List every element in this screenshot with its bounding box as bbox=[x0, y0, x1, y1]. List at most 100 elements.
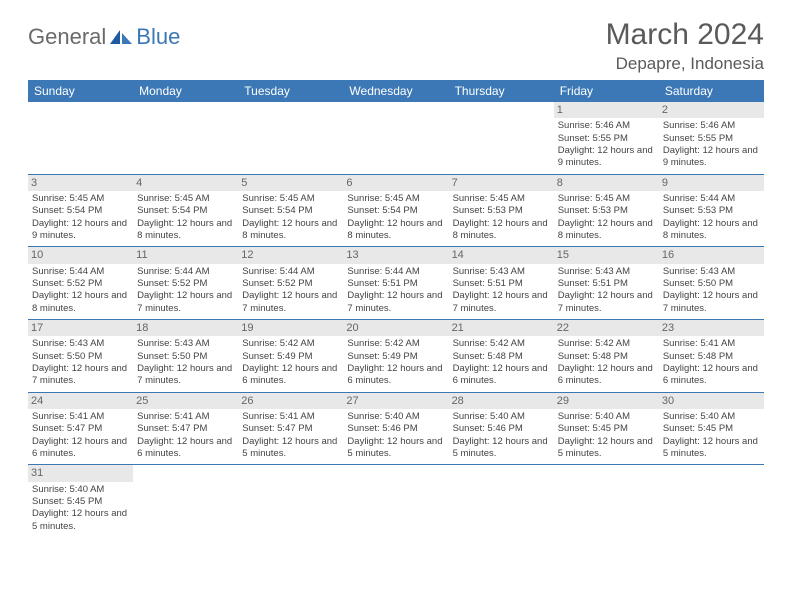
day-number: 2 bbox=[659, 102, 764, 118]
day-details: Sunrise: 5:40 AM Sunset: 5:45 PM Dayligh… bbox=[32, 484, 129, 533]
logo-text-general: General bbox=[28, 24, 106, 50]
day-number: 28 bbox=[449, 393, 554, 409]
day-details: Sunrise: 5:46 AM Sunset: 5:55 PM Dayligh… bbox=[663, 120, 760, 169]
calendar-cell: 9Sunrise: 5:44 AM Sunset: 5:53 PM Daylig… bbox=[659, 174, 764, 247]
day-number: 10 bbox=[28, 247, 133, 263]
calendar-cell: 16Sunrise: 5:43 AM Sunset: 5:50 PM Dayli… bbox=[659, 247, 764, 320]
day-number: 25 bbox=[133, 393, 238, 409]
day-number: 12 bbox=[238, 247, 343, 263]
location: Depapre, Indonesia bbox=[606, 54, 764, 74]
calendar-cell: 29 Sunrise: 5:40 AM Sunset: 5:45 PM Dayli… bbox=[554, 392, 659, 465]
day-details: Sunrise: 5:41 AM Sunset: 5:47 PM Dayligh… bbox=[242, 411, 339, 460]
calendar-cell: 23Sunrise: 5:41 AM Sunset: 5:48 PM Dayli… bbox=[659, 320, 764, 393]
calendar-cell: 24Sunrise: 5:41 AM Sunset: 5:47 PM Dayli… bbox=[28, 392, 133, 465]
calendar-row: .....1Sunrise: 5:46 AM Sunset: 5:55 PM D… bbox=[28, 102, 764, 174]
calendar-cell: 30 Sunrise: 5:40 AM Sunset: 5:45 PM Dayli… bbox=[659, 392, 764, 465]
day-details: Sunrise: 5:45 AM Sunset: 5:53 PM Dayligh… bbox=[453, 193, 550, 242]
calendar-row: 3Sunrise: 5:45 AM Sunset: 5:54 PM Daylig… bbox=[28, 174, 764, 247]
day-details: Sunrise: 5:45 AM Sunset: 5:54 PM Dayligh… bbox=[242, 193, 339, 242]
calendar-cell: 7 Sunrise: 5:45 AM Sunset: 5:53 PM Daylig… bbox=[449, 174, 554, 247]
day-number: 18 bbox=[133, 320, 238, 336]
day-number: 7 bbox=[449, 175, 554, 191]
calendar-cell: 26 Sunrise: 5:41 AM Sunset: 5:47 PM Dayli… bbox=[238, 392, 343, 465]
day-details: Sunrise: 5:44 AM Sunset: 5:53 PM Dayligh… bbox=[663, 193, 760, 242]
day-number: 30 bbox=[659, 393, 764, 409]
day-number: 11 bbox=[133, 247, 238, 263]
day-details: Sunrise: 5:45 AM Sunset: 5:54 PM Dayligh… bbox=[32, 193, 129, 242]
month-title: March 2024 bbox=[606, 18, 764, 52]
logo: General Blue bbox=[28, 18, 180, 50]
day-details: Sunrise: 5:44 AM Sunset: 5:52 PM Dayligh… bbox=[32, 266, 129, 315]
calendar-cell: 27Sunrise: 5:40 AM Sunset: 5:46 PM Dayli… bbox=[343, 392, 448, 465]
day-number: 1 bbox=[554, 102, 659, 118]
day-details: Sunrise: 5:46 AM Sunset: 5:55 PM Dayligh… bbox=[558, 120, 655, 169]
day-number: 31 bbox=[28, 465, 133, 481]
calendar-cell: 15 Sunrise: 5:43 AM Sunset: 5:51 PM Dayli… bbox=[554, 247, 659, 320]
weekday-header: Thursday bbox=[449, 80, 554, 102]
calendar-cell: 11 Sunrise: 5:44 AM Sunset: 5:52 PM Dayli… bbox=[133, 247, 238, 320]
day-details: Sunrise: 5:45 AM Sunset: 5:54 PM Dayligh… bbox=[137, 193, 234, 242]
day-details: Sunrise: 5:45 AM Sunset: 5:54 PM Dayligh… bbox=[347, 193, 444, 242]
day-details: Sunrise: 5:40 AM Sunset: 5:45 PM Dayligh… bbox=[558, 411, 655, 460]
calendar-cell: . bbox=[554, 465, 659, 537]
calendar-row: 31 Sunrise: 5:40 AM Sunset: 5:45 PM Dayli… bbox=[28, 465, 764, 537]
calendar-cell: 6 Sunrise: 5:45 AM Sunset: 5:54 PM Daylig… bbox=[343, 174, 448, 247]
day-number: 19 bbox=[238, 320, 343, 336]
day-details: Sunrise: 5:44 AM Sunset: 5:51 PM Dayligh… bbox=[347, 266, 444, 315]
day-number: 16 bbox=[659, 247, 764, 263]
day-details: Sunrise: 5:42 AM Sunset: 5:48 PM Dayligh… bbox=[558, 338, 655, 387]
calendar-body: .....1Sunrise: 5:46 AM Sunset: 5:55 PM D… bbox=[28, 102, 764, 537]
day-details: Sunrise: 5:44 AM Sunset: 5:52 PM Dayligh… bbox=[137, 266, 234, 315]
day-number: 6 bbox=[343, 175, 448, 191]
calendar-cell: 21 Sunrise: 5:42 AM Sunset: 5:48 PM Dayli… bbox=[449, 320, 554, 393]
weekday-header: Friday bbox=[554, 80, 659, 102]
calendar-cell: 2 Sunrise: 5:46 AM Sunset: 5:55 PM Daylig… bbox=[659, 102, 764, 174]
day-details: Sunrise: 5:43 AM Sunset: 5:50 PM Dayligh… bbox=[137, 338, 234, 387]
day-details: Sunrise: 5:40 AM Sunset: 5:45 PM Dayligh… bbox=[663, 411, 760, 460]
calendar-cell: 31 Sunrise: 5:40 AM Sunset: 5:45 PM Dayli… bbox=[28, 465, 133, 537]
calendar-cell: 13Sunrise: 5:44 AM Sunset: 5:51 PM Dayli… bbox=[343, 247, 448, 320]
calendar-cell: 5Sunrise: 5:45 AM Sunset: 5:54 PM Daylig… bbox=[238, 174, 343, 247]
weekday-header: Tuesday bbox=[238, 80, 343, 102]
calendar-cell: 17Sunrise: 5:43 AM Sunset: 5:50 PM Dayli… bbox=[28, 320, 133, 393]
weekday-header: Wednesday bbox=[343, 80, 448, 102]
sail-icon bbox=[108, 28, 134, 46]
calendar-cell: . bbox=[659, 465, 764, 537]
calendar-cell: 3Sunrise: 5:45 AM Sunset: 5:54 PM Daylig… bbox=[28, 174, 133, 247]
day-details: Sunrise: 5:42 AM Sunset: 5:48 PM Dayligh… bbox=[453, 338, 550, 387]
calendar-cell: . bbox=[238, 102, 343, 174]
day-details: Sunrise: 5:44 AM Sunset: 5:52 PM Dayligh… bbox=[242, 266, 339, 315]
calendar-cell: 14 Sunrise: 5:43 AM Sunset: 5:51 PM Dayli… bbox=[449, 247, 554, 320]
day-number: 14 bbox=[449, 247, 554, 263]
calendar-table: Sunday Monday Tuesday Wednesday Thursday… bbox=[28, 80, 764, 537]
calendar-row: 17Sunrise: 5:43 AM Sunset: 5:50 PM Dayli… bbox=[28, 320, 764, 393]
day-details: Sunrise: 5:42 AM Sunset: 5:49 PM Dayligh… bbox=[242, 338, 339, 387]
calendar-cell: . bbox=[343, 465, 448, 537]
day-details: Sunrise: 5:43 AM Sunset: 5:51 PM Dayligh… bbox=[558, 266, 655, 315]
calendar-cell: 19 Sunrise: 5:42 AM Sunset: 5:49 PM Dayli… bbox=[238, 320, 343, 393]
day-number: 24 bbox=[28, 393, 133, 409]
day-number: 8 bbox=[554, 175, 659, 191]
calendar-cell: . bbox=[133, 465, 238, 537]
day-details: Sunrise: 5:40 AM Sunset: 5:46 PM Dayligh… bbox=[453, 411, 550, 460]
weekday-header: Saturday bbox=[659, 80, 764, 102]
day-number: 17 bbox=[28, 320, 133, 336]
calendar-cell: 18 Sunrise: 5:43 AM Sunset: 5:50 PM Dayli… bbox=[133, 320, 238, 393]
day-number: 15 bbox=[554, 247, 659, 263]
calendar-cell: 1 Sunrise: 5:46 AM Sunset: 5:55 PM Daylig… bbox=[554, 102, 659, 174]
day-number: 21 bbox=[449, 320, 554, 336]
day-number: 23 bbox=[659, 320, 764, 336]
calendar-cell: 10 Sunrise: 5:44 AM Sunset: 5:52 PM Dayli… bbox=[28, 247, 133, 320]
weekday-header: Sunday bbox=[28, 80, 133, 102]
day-details: Sunrise: 5:43 AM Sunset: 5:51 PM Dayligh… bbox=[453, 266, 550, 315]
calendar-cell: . bbox=[238, 465, 343, 537]
day-details: Sunrise: 5:41 AM Sunset: 5:47 PM Dayligh… bbox=[137, 411, 234, 460]
day-number: 29 bbox=[554, 393, 659, 409]
day-number: 26 bbox=[238, 393, 343, 409]
calendar-cell: 12 Sunrise: 5:44 AM Sunset: 5:52 PM Dayli… bbox=[238, 247, 343, 320]
day-number: 4 bbox=[133, 175, 238, 191]
calendar-cell: 22Sunrise: 5:42 AM Sunset: 5:48 PM Dayli… bbox=[554, 320, 659, 393]
day-number: 20 bbox=[343, 320, 448, 336]
calendar-cell: . bbox=[343, 102, 448, 174]
calendar-cell: 4 Sunrise: 5:45 AM Sunset: 5:54 PM Daylig… bbox=[133, 174, 238, 247]
